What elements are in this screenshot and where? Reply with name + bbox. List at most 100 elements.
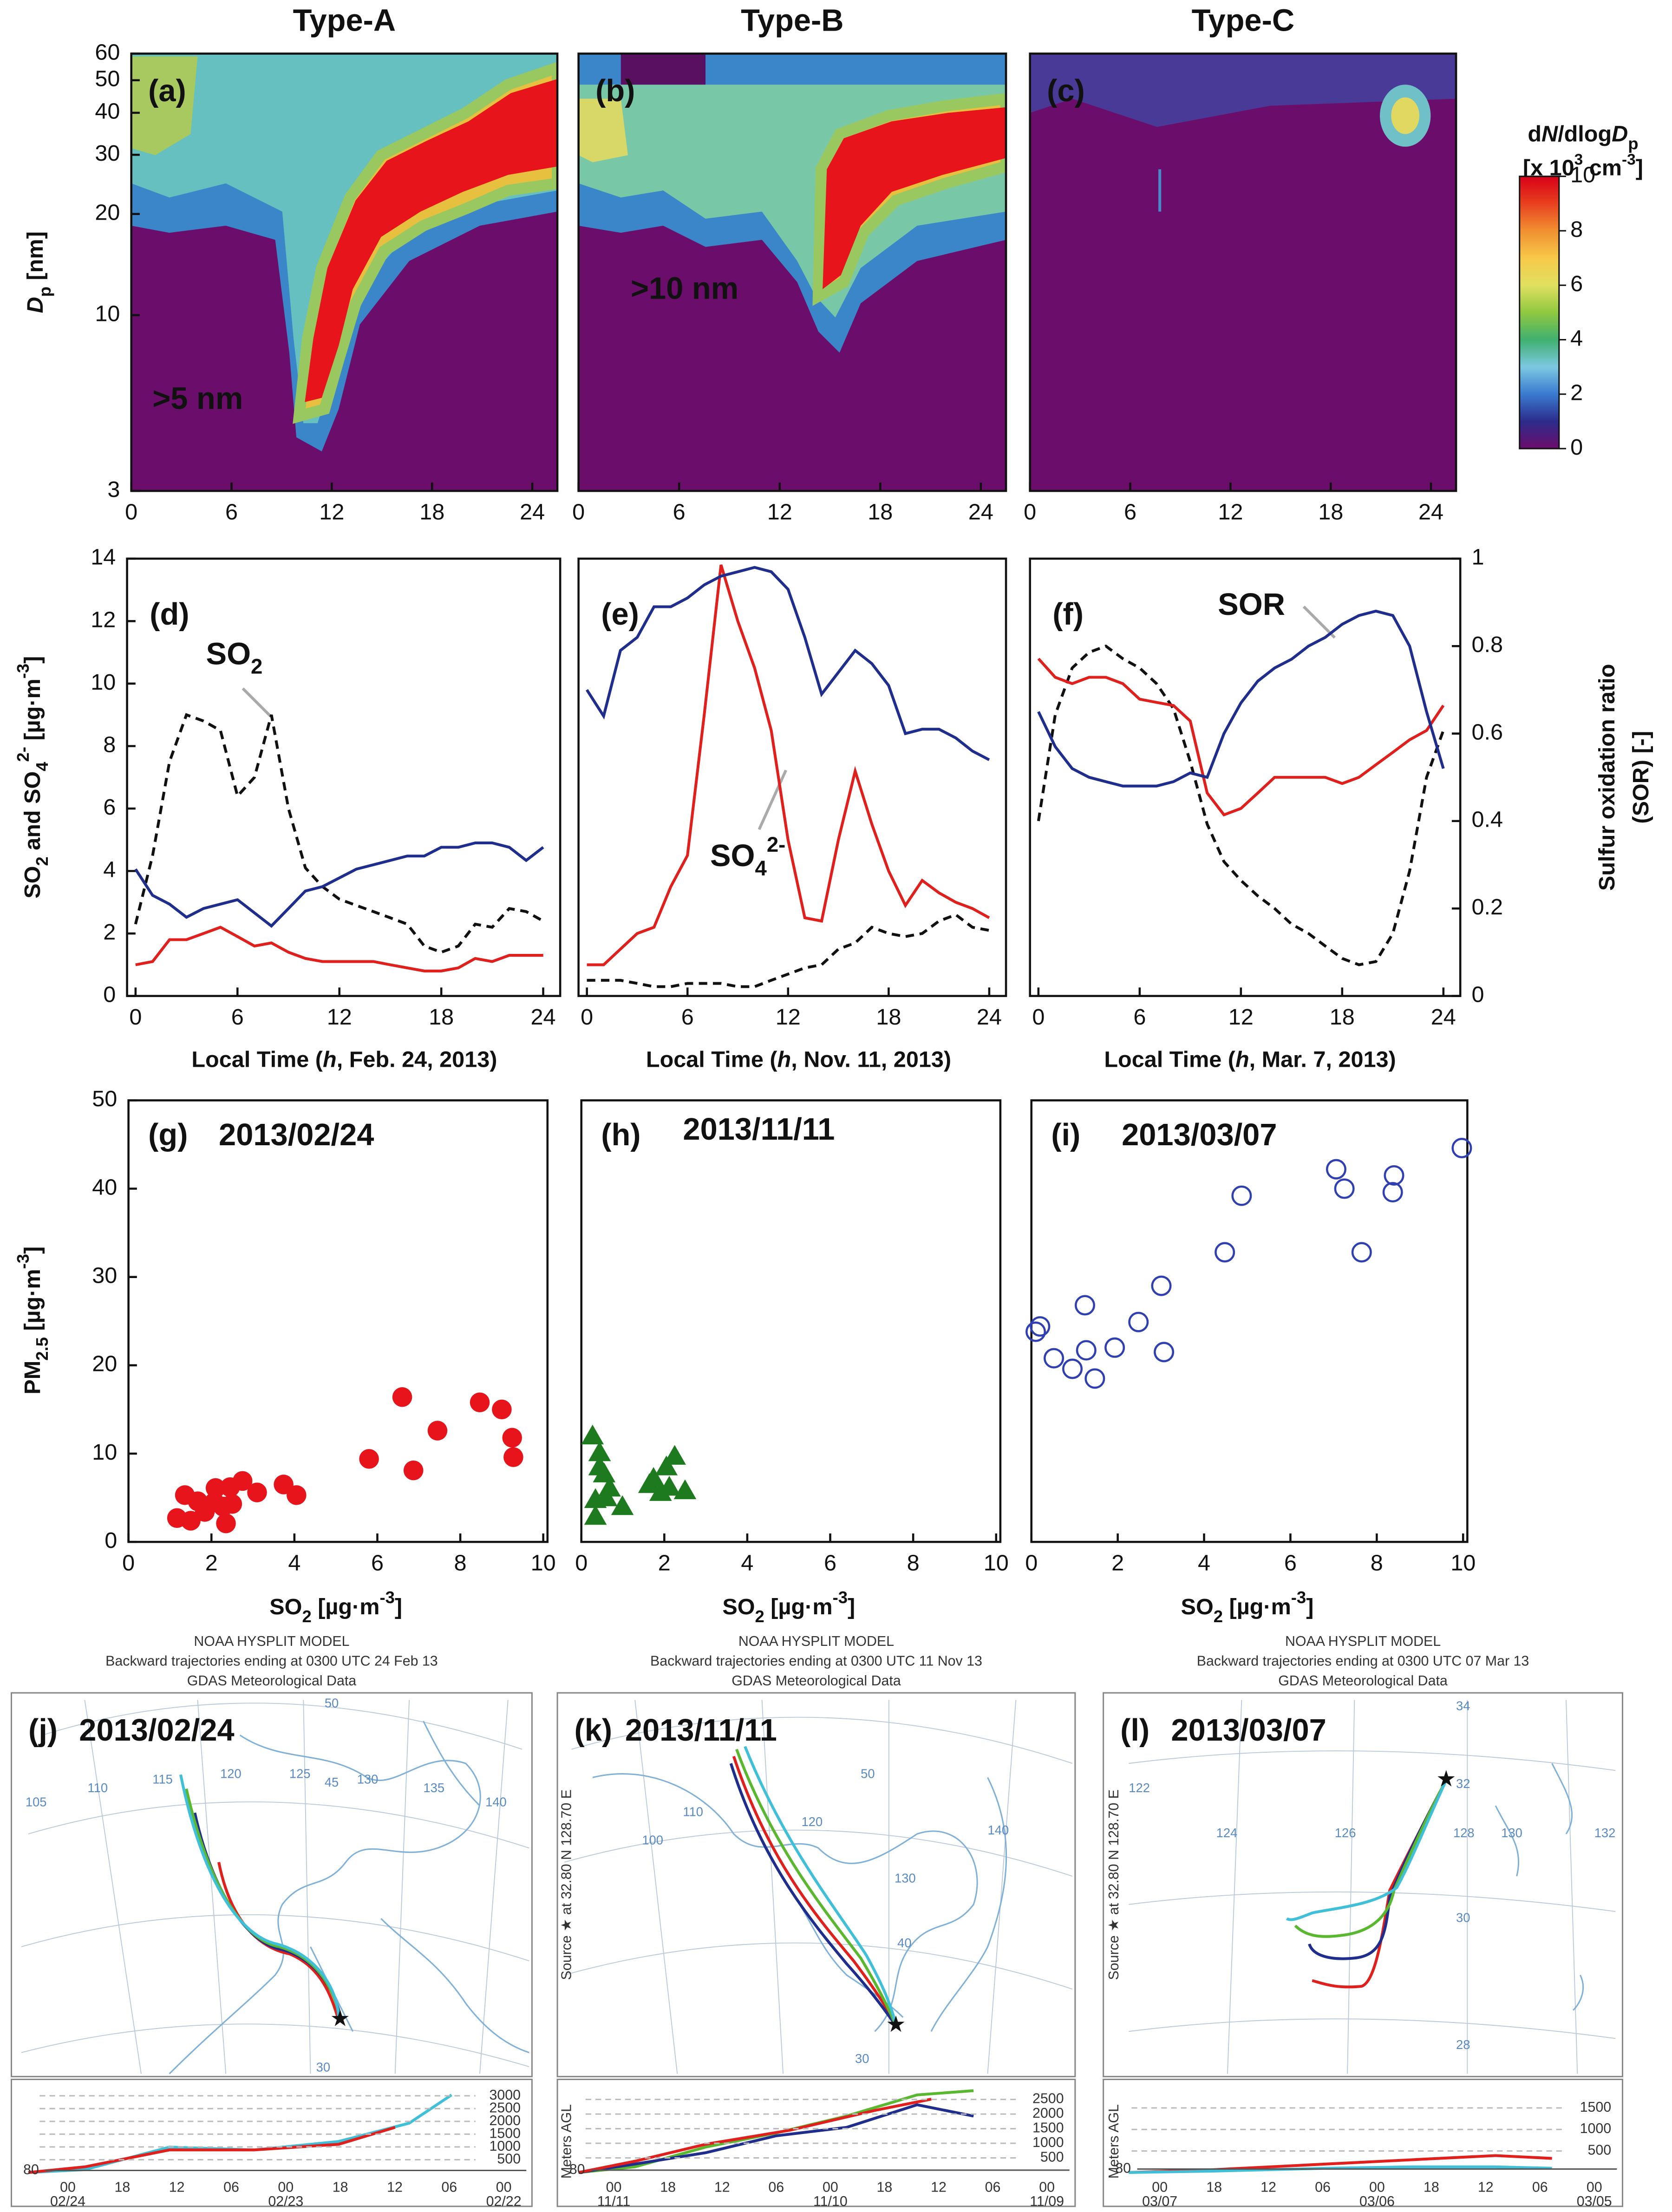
y-tick-label: 2	[103, 920, 116, 945]
altitude-tick-label: 1000	[490, 2139, 521, 2154]
label-part: ]	[20, 656, 45, 664]
point	[1215, 1242, 1235, 1263]
map-header: NOAA HYSPLIT MODEL	[738, 1634, 894, 1649]
label-part: ]	[20, 1246, 45, 1254]
y-tick-label: 10	[91, 670, 116, 695]
label-part: ]	[395, 1594, 402, 1619]
column-title: Type-A	[293, 3, 396, 38]
point	[492, 1399, 512, 1420]
map-label: 128	[1453, 1826, 1475, 1840]
map-label: 130	[1501, 1826, 1522, 1840]
map-label: 34	[1456, 1699, 1470, 1713]
y-tick-label: 30	[92, 1263, 117, 1288]
y-tick-label: 8	[103, 732, 116, 757]
x-tick-label: 6	[1133, 1005, 1146, 1030]
plot-frame	[577, 52, 1007, 492]
panel-title: 2013/11/11	[683, 1112, 835, 1147]
panel-label: (h)	[601, 1118, 640, 1152]
label-part: SO	[1181, 1594, 1214, 1619]
point	[427, 1421, 448, 1441]
panel-label: (a)	[148, 74, 186, 108]
date-label: 02/23	[268, 2194, 303, 2209]
y-tick-label: 3	[107, 477, 120, 502]
label-part: [µg·m	[764, 1594, 833, 1619]
y-tick-label: 14	[91, 545, 116, 570]
label-part: Local Time (	[1104, 1047, 1235, 1072]
x-tick-label: 24	[531, 1005, 556, 1030]
altitude-tick-label: 500	[497, 2151, 521, 2166]
x-tick-label: 12	[1218, 500, 1243, 525]
label-part: SO	[722, 1594, 755, 1619]
x-tick-label: 12	[327, 1005, 352, 1030]
label-part: , Mar. 7, 2013)	[1249, 1047, 1396, 1072]
x-tick-label: 18	[876, 1005, 901, 1030]
map-header: GDAS Meteorological Data	[732, 1673, 901, 1689]
map-label: 120	[220, 1767, 242, 1781]
point	[1076, 1340, 1097, 1361]
time-label: 06	[768, 2179, 784, 2195]
altitude-tick-label: 500	[1040, 2150, 1064, 2165]
map-label: 130	[895, 1871, 916, 1885]
plot-frame	[126, 557, 562, 997]
plot-frame	[127, 1099, 549, 1543]
map-label: 30	[316, 2060, 330, 2074]
label-part: -3	[1622, 151, 1636, 169]
panel-label: (d)	[150, 597, 189, 632]
y2-axis-label: (SOR) [-]	[1628, 731, 1653, 824]
point	[649, 1481, 672, 1501]
label-part: -3	[1291, 1588, 1306, 1607]
y-tick-label: 0.2	[1471, 894, 1503, 920]
panel-label: (j)	[28, 1713, 58, 1748]
date-label: 11/10	[813, 2194, 848, 2209]
y-tick-label: 0.4	[1471, 807, 1503, 832]
panel-title: 2013/02/24	[219, 1118, 374, 1152]
colorbar-tick-label: 2	[1570, 380, 1583, 405]
label-part: 2	[302, 1607, 311, 1626]
y-tick-label: 20	[92, 1351, 117, 1377]
map-label: 115	[152, 1772, 173, 1787]
label-part: [nm]	[23, 231, 48, 287]
x-tick-label: 24	[1431, 1005, 1456, 1030]
label-part: -3	[13, 664, 33, 679]
panel-label: (c)	[1047, 74, 1085, 108]
altitude-title: Meters AGL	[559, 2104, 574, 2179]
point	[502, 1428, 522, 1448]
x-tick-label: 2	[205, 1551, 218, 1576]
point	[1231, 1185, 1252, 1206]
map-label: 126	[1335, 1826, 1356, 1840]
colorbar-tick-label: 10	[1570, 163, 1595, 188]
date-label: 02/22	[486, 2194, 522, 2209]
x-tick-label: 0	[1024, 500, 1036, 525]
point	[232, 1471, 253, 1491]
label-part: d	[1528, 121, 1541, 146]
y-tick-label: 1	[1471, 545, 1484, 570]
map-header: NOAA HYSPLIT MODEL	[194, 1634, 349, 1649]
altitude-tick-label: 1500	[1580, 2100, 1612, 2115]
time-label: 00	[606, 2179, 622, 2195]
point	[638, 1473, 661, 1493]
label-part: ]	[1636, 155, 1643, 180]
y-tick-label: 30	[95, 141, 120, 166]
colorbar-tick-label: 4	[1570, 326, 1583, 351]
label-part: /dlog	[1558, 121, 1612, 146]
x-tick-label: 0	[575, 1551, 588, 1576]
point	[195, 1502, 215, 1522]
point	[1326, 1159, 1346, 1180]
map-label: 28	[1456, 2037, 1470, 2052]
x-tick-label: 24	[520, 500, 545, 525]
plot-frame	[1029, 557, 1462, 997]
y-tick-label: 12	[91, 607, 116, 632]
panel-label: (g)	[148, 1118, 188, 1152]
data-line	[1037, 609, 1445, 788]
point	[673, 1479, 697, 1500]
label-part: 2	[251, 654, 262, 678]
y-tick-label: 50	[95, 66, 120, 91]
trajectory-map	[10, 1692, 533, 2207]
heatmap-image	[578, 53, 1006, 491]
time-label: 18	[1424, 2179, 1439, 2195]
plot-frame	[130, 52, 559, 492]
map-label: 135	[423, 1781, 444, 1795]
altitude-tick-label: 1500	[490, 2126, 521, 2141]
point	[205, 1478, 226, 1498]
x-tick-label: 4	[288, 1551, 300, 1576]
